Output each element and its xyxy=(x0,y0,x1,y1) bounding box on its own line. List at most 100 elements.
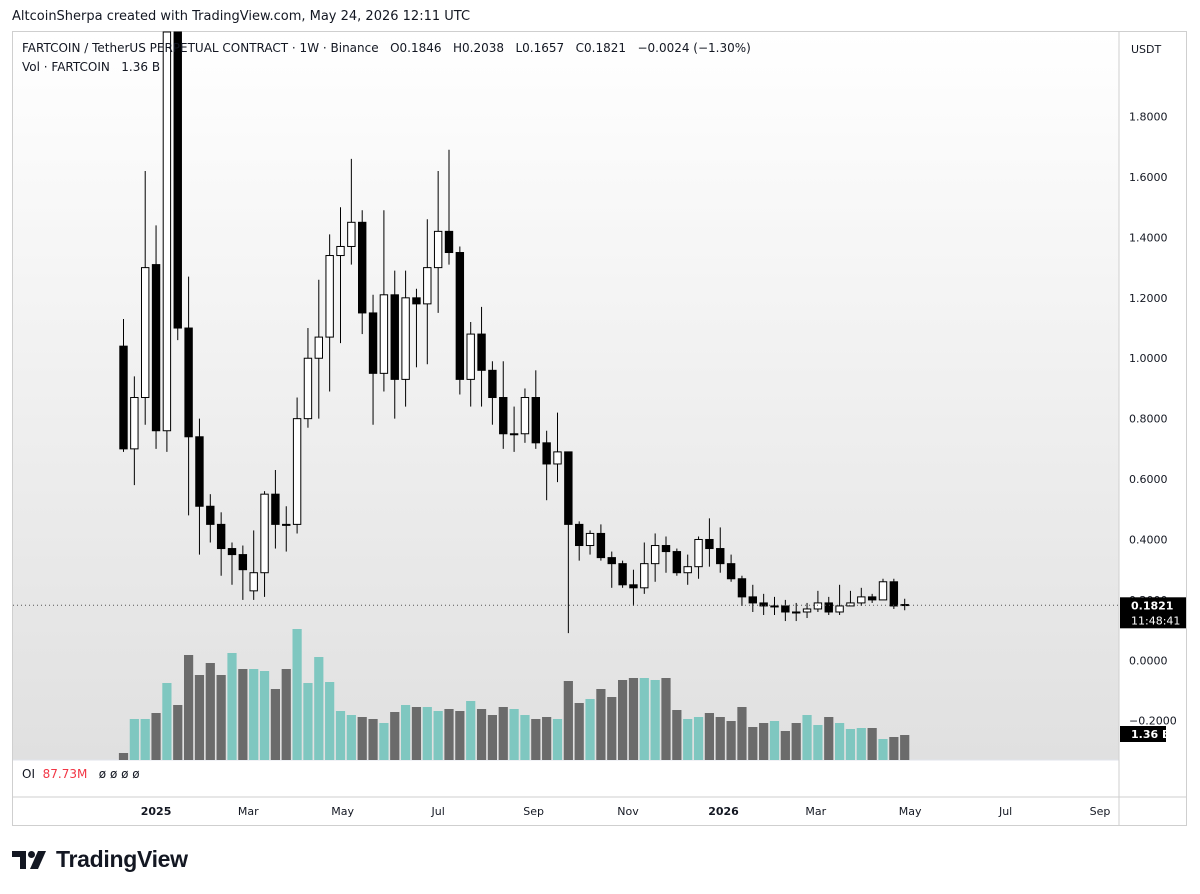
candle xyxy=(303,328,313,428)
volume-bar xyxy=(607,697,617,760)
candle xyxy=(227,542,237,585)
y-tick-label: 1.0000 xyxy=(1129,352,1168,365)
volume-bar xyxy=(813,725,823,760)
y-tick-label: 1.6000 xyxy=(1129,171,1168,184)
tradingview-logo: TradingView xyxy=(12,846,188,873)
volume-bar xyxy=(618,680,628,760)
candle-body xyxy=(889,581,899,607)
candle-body xyxy=(444,230,454,254)
volume-bar xyxy=(552,719,563,760)
candle-body xyxy=(119,345,128,450)
candle xyxy=(889,578,899,609)
x-tick-label: Sep xyxy=(1090,805,1111,818)
candle xyxy=(216,512,226,576)
candle-body xyxy=(271,493,280,525)
candle-body xyxy=(585,532,595,547)
x-tick-label: 2025 xyxy=(141,805,172,818)
candle xyxy=(705,518,714,567)
candle xyxy=(390,270,399,419)
candle xyxy=(672,548,682,576)
candle-body xyxy=(162,31,172,432)
candle xyxy=(325,234,334,392)
candle xyxy=(433,170,443,313)
volume-bar xyxy=(270,689,280,760)
volume-bar xyxy=(173,705,183,760)
candle xyxy=(249,530,258,600)
volume-bar xyxy=(346,715,356,760)
volume-bar xyxy=(824,717,834,760)
volume-bar xyxy=(390,712,400,760)
candle-body xyxy=(867,596,877,601)
candle-body xyxy=(857,596,866,604)
candle xyxy=(119,318,128,452)
symbol-name: FARTCOIN / TetherUS PERPETUAL CONTRACT ·… xyxy=(22,41,379,55)
candle-body xyxy=(661,545,671,553)
currency-label[interactable]: USDT xyxy=(1131,43,1162,56)
candle-body xyxy=(141,267,150,399)
candle xyxy=(162,31,172,452)
candle-body xyxy=(151,264,161,432)
candle-body xyxy=(238,554,248,571)
candle xyxy=(607,551,616,588)
y-tick-label: 0.6000 xyxy=(1129,473,1168,486)
candle xyxy=(726,554,736,582)
volume-bar xyxy=(476,709,487,760)
y-tick-label: 0.4000 xyxy=(1129,533,1168,546)
volume-bar xyxy=(845,729,856,760)
volume-bar xyxy=(444,709,454,760)
volume-bar xyxy=(542,717,552,760)
tradingview-logo-icon xyxy=(12,850,46,869)
volume-bar xyxy=(129,719,139,760)
candle xyxy=(195,418,204,555)
volume-bar xyxy=(118,753,129,760)
candle-body xyxy=(694,538,703,568)
candle xyxy=(770,596,779,616)
candle xyxy=(857,587,866,606)
candle-body xyxy=(130,397,139,450)
candle-body xyxy=(683,566,692,574)
candle-body xyxy=(672,551,682,574)
volume-bar xyxy=(574,703,584,760)
candle-body xyxy=(173,31,182,329)
oi-label: OI xyxy=(22,767,35,781)
volume-bar xyxy=(216,675,226,760)
volume-bar xyxy=(628,678,639,760)
candle xyxy=(184,276,193,516)
candle xyxy=(878,578,888,601)
volume-bar xyxy=(498,707,508,760)
candle-body xyxy=(900,604,909,607)
candle xyxy=(585,530,595,555)
candle xyxy=(444,149,454,265)
oi-legend[interactable]: OI 87.73M ø ø ø ø xyxy=(22,767,140,781)
volume-badge xyxy=(1120,726,1166,742)
volume-bar xyxy=(314,657,324,760)
volume-bar xyxy=(303,683,313,760)
volume-bar xyxy=(693,717,704,760)
candle xyxy=(499,361,508,449)
candle-body xyxy=(813,602,823,610)
candle xyxy=(748,584,757,612)
symbol-legend[interactable]: FARTCOIN / TetherUS PERPETUAL CONTRACT ·… xyxy=(22,41,751,55)
candle-body xyxy=(553,451,562,465)
volume-bar xyxy=(759,723,769,760)
y-tick-label: 0.8000 xyxy=(1129,413,1168,426)
chart-frame xyxy=(12,31,1187,826)
candle-body xyxy=(737,578,747,598)
x-tick-label: 2026 xyxy=(708,805,739,818)
volume-bar xyxy=(585,699,595,760)
candle-body xyxy=(303,357,313,420)
candle-body xyxy=(748,596,757,604)
volume-bar xyxy=(162,683,172,760)
candle xyxy=(542,430,551,501)
volume-bar xyxy=(368,719,378,760)
volume-legend[interactable]: Vol · FARTCOIN 1.36 B xyxy=(22,60,160,74)
candle xyxy=(531,370,540,449)
volume-bar xyxy=(672,710,682,760)
volume-bar xyxy=(596,689,606,760)
candle-body xyxy=(607,557,616,565)
candle-body xyxy=(846,602,855,607)
candle xyxy=(835,584,844,616)
y-tick-label: 1.4000 xyxy=(1129,231,1168,244)
open-value: 0.1846 xyxy=(399,41,442,55)
